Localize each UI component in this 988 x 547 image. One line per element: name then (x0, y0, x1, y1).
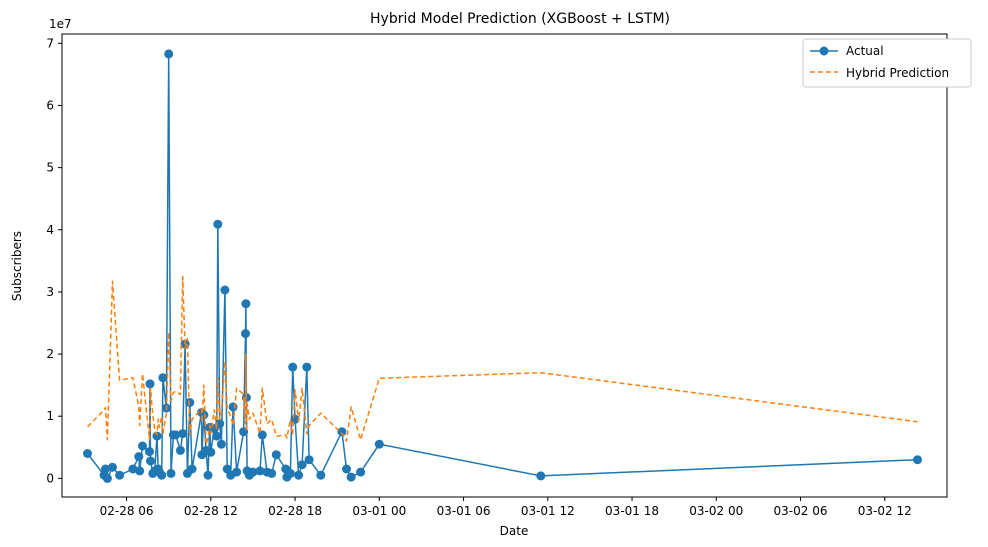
data-point-actual (220, 285, 230, 295)
plot-frame (61, 33, 948, 498)
y-tick-label: 2 (46, 347, 54, 361)
y-tick-label: 7 (46, 36, 54, 50)
y-tick-label: 3 (46, 285, 54, 299)
y-tick-label: 0 (46, 471, 54, 485)
data-point-actual (83, 449, 92, 458)
y-axis-offset-label: 1e7 (49, 17, 72, 31)
data-point-actual (257, 430, 267, 440)
x-tick-label: 03-02 00 (689, 504, 743, 518)
data-point-actual (536, 471, 546, 481)
data-point-actual (267, 468, 277, 478)
data-point-actual (135, 466, 145, 476)
x-tick-label: 02-28 18 (268, 504, 322, 518)
data-point-actual (206, 447, 216, 457)
y-axis-label: Subscribers (10, 231, 24, 301)
data-point-actual (203, 470, 213, 480)
data-point-actual (294, 470, 304, 480)
data-point-actual (164, 49, 174, 59)
x-tick-label: 03-02 06 (774, 504, 828, 518)
data-point-actual (134, 452, 144, 462)
data-point-actual (175, 445, 185, 455)
data-point-actual (199, 410, 209, 420)
legend: Actual Hybrid Prediction (802, 38, 972, 88)
data-point-actual (302, 362, 312, 372)
data-point-actual (187, 464, 197, 474)
data-point-actual (228, 402, 238, 412)
data-point-actual (316, 470, 326, 480)
data-point-actual (158, 373, 168, 383)
data-point-actual (145, 447, 154, 457)
data-point-actual (248, 467, 258, 477)
y-tick-label: 6 (46, 98, 54, 112)
x-axis-label: Date (500, 524, 529, 538)
x-tick-label: 03-02 12 (858, 504, 912, 518)
data-point-actual (285, 468, 295, 478)
data-point-actual (115, 470, 125, 480)
data-point-actual (102, 473, 112, 483)
data-point-actual (255, 466, 265, 476)
data-point-actual (178, 429, 188, 439)
legend-label-hybrid-prediction: Hybrid Prediction (846, 66, 949, 80)
data-point-actual (288, 362, 298, 372)
y-tick-label: 4 (46, 223, 54, 237)
data-point-actual (241, 299, 251, 309)
data-point-actual (171, 430, 181, 440)
x-tick-label: 03-01 00 (352, 504, 406, 518)
data-point-actual (216, 439, 226, 449)
data-point-actual (108, 462, 117, 472)
data-point-actual (232, 467, 242, 477)
y-tick-label: 1 (46, 409, 54, 423)
data-point-actual (152, 431, 162, 441)
data-point-actual (374, 439, 384, 449)
data-point-actual (271, 450, 281, 460)
data-point-actual (337, 427, 347, 437)
data-point-actual (342, 464, 351, 474)
data-point-actual (212, 431, 222, 441)
legend-marker-actual (819, 46, 829, 56)
x-tick-label: 02-28 12 (184, 504, 238, 518)
axes-layer: 02-28 06 02-28 12 02-28 18 03-01 00 03-01 06… (46, 33, 948, 518)
data-point-actual (146, 456, 155, 466)
series-line-actual (86, 53, 918, 480)
data-point-actual (304, 455, 314, 465)
data-point-actual (913, 455, 922, 465)
data-point-actual (157, 470, 167, 480)
x-tick-label: 03-01 18 (605, 504, 659, 518)
chart-title: Hybrid Model Prediction (XGBoost + LSTM) (370, 11, 670, 27)
series-layer (83, 49, 922, 483)
x-tick-label: 02-28 06 (100, 504, 154, 518)
data-point-actual (128, 464, 138, 474)
x-tick-label: 03-01 12 (521, 504, 575, 518)
data-point-actual (356, 467, 366, 477)
y-tick-label: 5 (46, 161, 54, 175)
series-line-hybrid-prediction (86, 275, 918, 445)
data-point-actual (213, 219, 223, 229)
data-point-actual (241, 329, 250, 339)
data-point-actual (138, 441, 147, 451)
data-point-actual (166, 468, 176, 478)
data-point-actual (346, 472, 356, 482)
data-point-actual (145, 379, 155, 389)
legend-box (802, 38, 972, 88)
legend-label-actual: Actual (846, 44, 884, 58)
data-point-actual (185, 398, 195, 407)
data-point-actual (297, 460, 307, 470)
data-point-actual (101, 464, 110, 474)
x-tick-label: 03-01 06 (437, 504, 491, 518)
